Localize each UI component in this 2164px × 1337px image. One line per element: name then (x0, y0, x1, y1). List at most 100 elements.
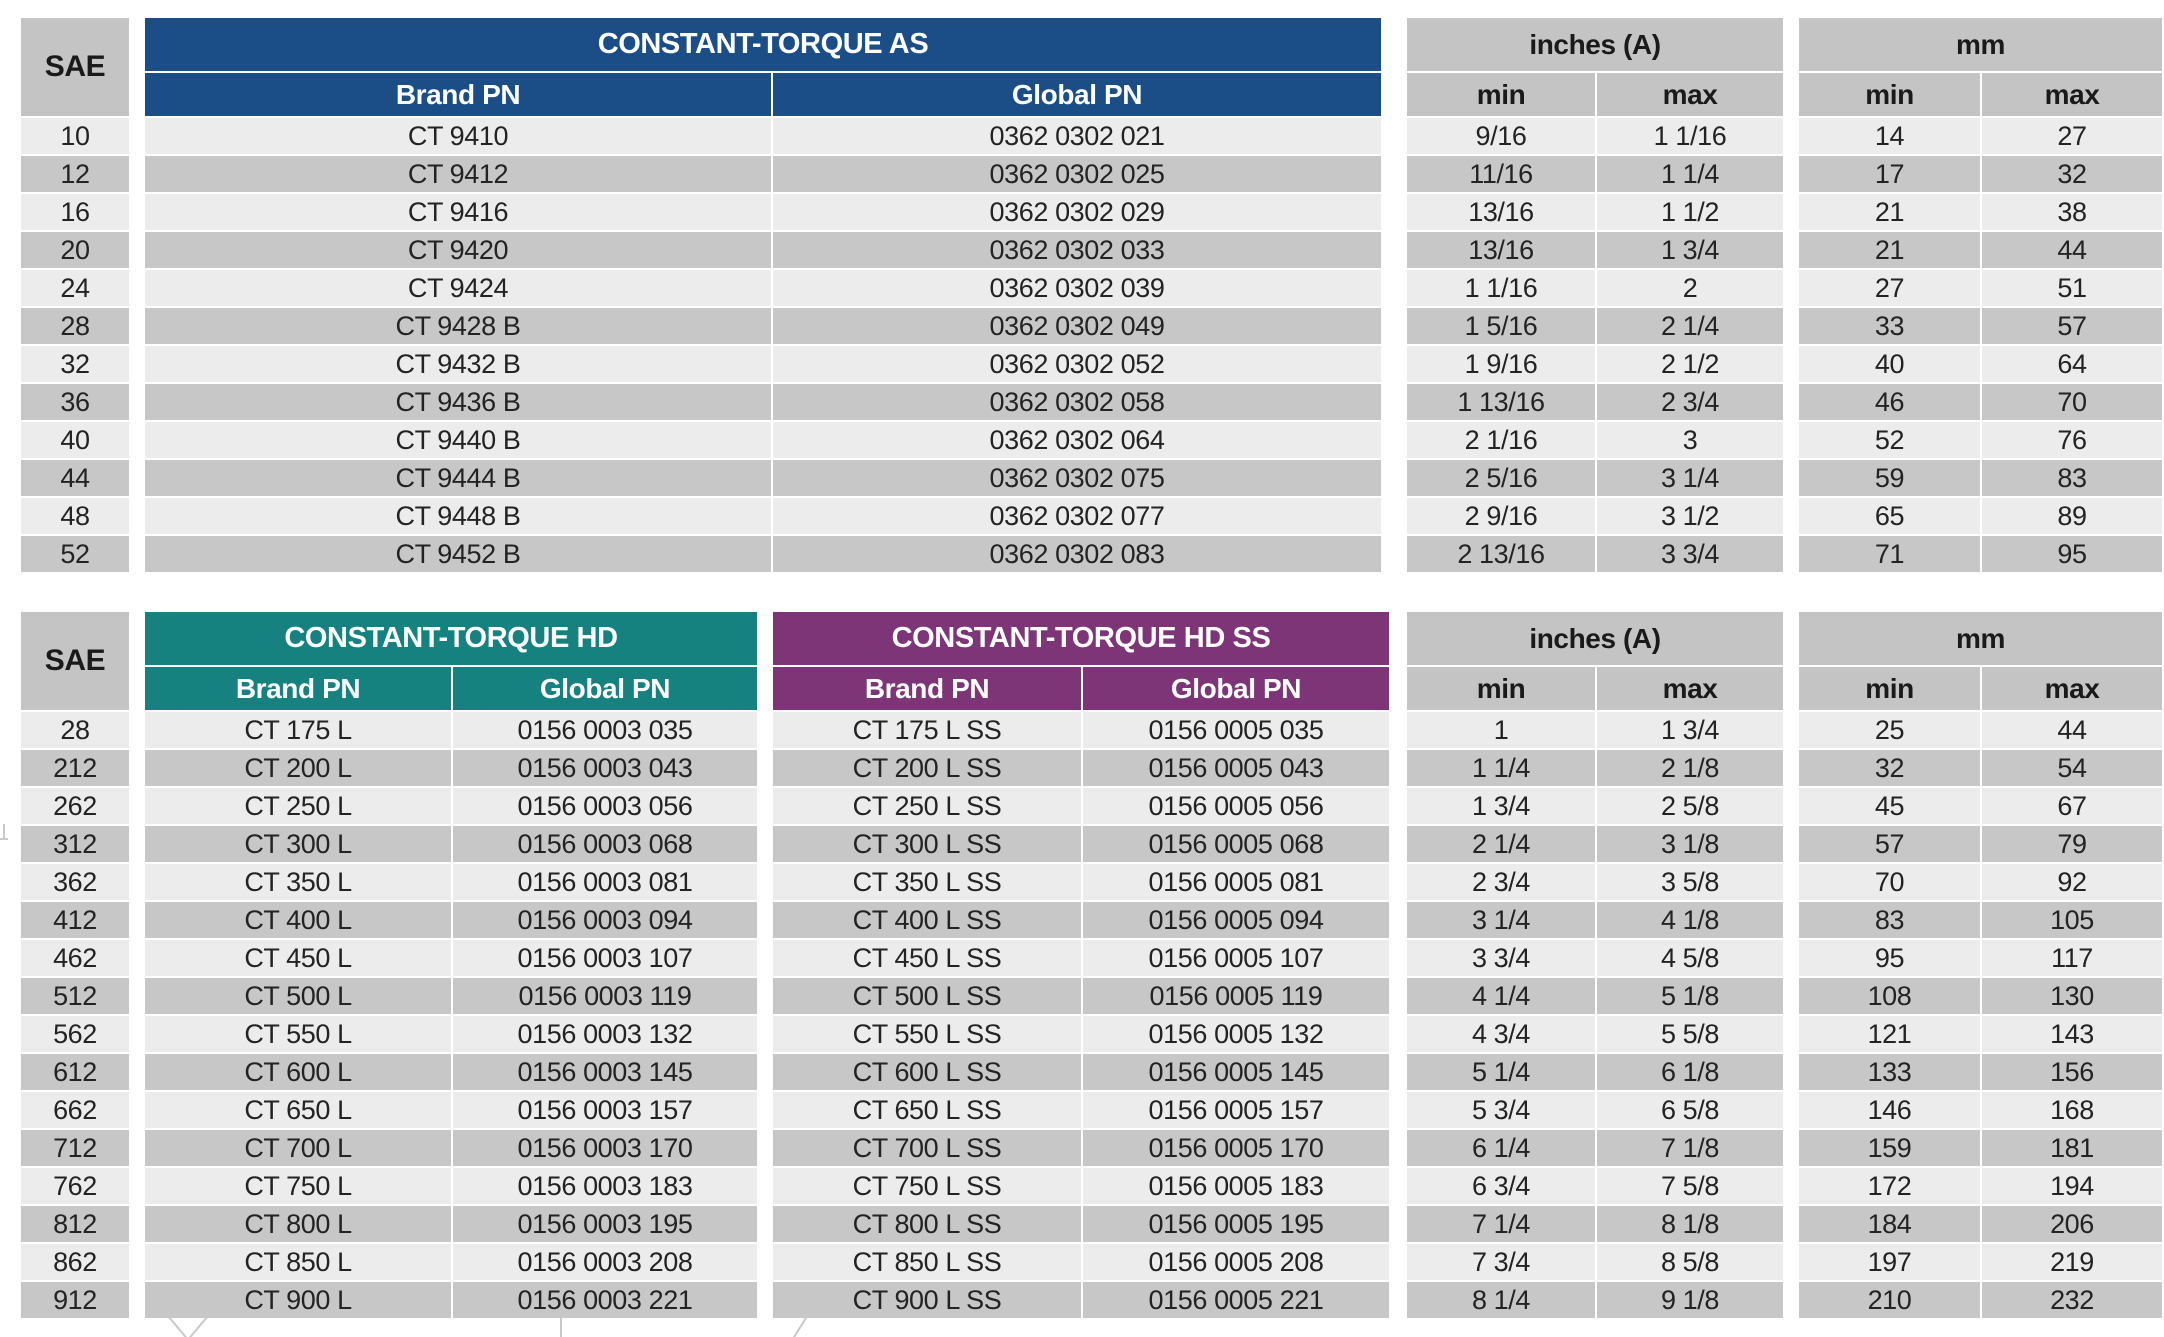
cell-in-max: 1 3/4 (1595, 710, 1785, 750)
table-row: 20 CT 9420 0362 0302 033 13/16 1 3/4 21 44 (19, 230, 2164, 270)
cell-sae: 762 (19, 1166, 131, 1206)
cell-in-min: 13/16 (1405, 192, 1597, 232)
cell-hd-global-pn: 0156 0003 145 (451, 1052, 759, 1092)
column-gap (1389, 1242, 1407, 1282)
cell-brand-pn: CT 9424 (143, 268, 773, 308)
table-row: 40 CT 9440 B 0362 0302 064 2 1/16 3 52 76 (19, 420, 2164, 460)
cell-in-max: 9 1/8 (1595, 1280, 1785, 1320)
cell-in-max: 3 3/4 (1595, 534, 1785, 574)
cell-in-min: 2 5/16 (1405, 458, 1597, 498)
table-row: 48 CT 9448 B 0362 0302 077 2 9/16 3 1/2 65 89 (19, 496, 2164, 536)
cell-ss-brand-pn: CT 250 L SS (771, 786, 1083, 826)
cell-mm-max: 44 (1980, 230, 2164, 270)
cell-in-min: 1 13/16 (1405, 382, 1597, 422)
cell-in-min: 2 1/4 (1405, 824, 1597, 864)
cell-mm-max: 54 (1980, 748, 2164, 788)
cell-hd-brand-pn: CT 175 L (143, 710, 453, 750)
cell-in-min: 2 3/4 (1405, 862, 1597, 902)
column-gap (1389, 748, 1407, 788)
column-gap (129, 16, 145, 118)
column-gap (1783, 610, 1799, 712)
cell-mm-min: 83 (1797, 900, 1982, 940)
cell-ss-global-pn: 0156 0005 208 (1081, 1242, 1391, 1282)
ss-brand-pn-header: Brand PN (771, 665, 1083, 712)
cell-in-min: 2 13/16 (1405, 534, 1597, 574)
column-gap (1381, 344, 1407, 384)
cell-ss-brand-pn: CT 400 L SS (771, 900, 1083, 940)
cell-ss-brand-pn: CT 175 L SS (771, 710, 1083, 750)
cell-in-max: 2 3/4 (1595, 382, 1785, 422)
constant-torque-hd-body: 28 CT 175 L 0156 0003 035 CT 175 L SS 0156 0… (19, 710, 2164, 1320)
column-gap (1783, 938, 1799, 978)
cell-hd-global-pn: 0156 0003 208 (451, 1242, 759, 1282)
table-header-row: SAE CONSTANT-TORQUE HD CONSTANT-TORQUE H… (19, 610, 2164, 712)
cell-hd-brand-pn: CT 600 L (143, 1052, 453, 1092)
cell-mm-min: 172 (1797, 1166, 1982, 1206)
cell-hd-brand-pn: CT 750 L (143, 1166, 453, 1206)
column-gap (129, 610, 145, 712)
cell-global-pn: 0362 0302 025 (771, 154, 1383, 194)
cell-brand-pn: CT 9410 (143, 116, 773, 156)
table-row: 812 CT 800 L 0156 0003 195 CT 800 L SS 0156 … (19, 1204, 2164, 1244)
cell-global-pn: 0362 0302 083 (771, 534, 1383, 574)
column-gap (757, 610, 773, 712)
cell-mm-min: 59 (1797, 458, 1982, 498)
column-gap (1783, 1166, 1799, 1206)
column-gap (757, 900, 773, 940)
cell-mm-min: 32 (1797, 748, 1982, 788)
cell-ss-brand-pn: CT 550 L SS (771, 1014, 1083, 1054)
mm-min-header: min (1797, 665, 1982, 712)
column-gap (1389, 1166, 1407, 1206)
cell-mm-max: 79 (1980, 824, 2164, 864)
column-gap (1389, 1280, 1407, 1320)
mm-min-header: min (1797, 71, 1982, 118)
cell-in-min: 1 1/4 (1405, 748, 1597, 788)
column-gap (129, 1280, 145, 1320)
cell-mm-max: 92 (1980, 862, 2164, 902)
table-row: 462 CT 450 L 0156 0003 107 CT 450 L SS 0156 … (19, 938, 2164, 978)
cell-mm-max: 51 (1980, 268, 2164, 308)
cell-brand-pn: CT 9444 B (143, 458, 773, 498)
cell-hd-global-pn: 0156 0003 221 (451, 1280, 759, 1320)
cell-ss-global-pn: 0156 0005 094 (1081, 900, 1391, 940)
cell-ss-global-pn: 0156 0005 081 (1081, 862, 1391, 902)
cell-in-max: 2 (1595, 268, 1785, 308)
cell-hd-global-pn: 0156 0003 081 (451, 862, 759, 902)
cell-sae: 662 (19, 1090, 131, 1130)
column-gap (1381, 420, 1407, 460)
cell-hd-brand-pn: CT 250 L (143, 786, 453, 826)
cell-mm-min: 121 (1797, 1014, 1982, 1054)
table-row: 32 CT 9432 B 0362 0302 052 1 9/16 2 1/2 40 64 (19, 344, 2164, 384)
cell-mm-min: 52 (1797, 420, 1982, 460)
cell-mm-max: 89 (1980, 496, 2164, 536)
cell-mm-min: 33 (1797, 306, 1982, 346)
cell-global-pn: 0362 0302 033 (771, 230, 1383, 270)
column-gap (757, 938, 773, 978)
cell-mm-max: 156 (1980, 1052, 2164, 1092)
column-gap (1783, 1280, 1799, 1320)
cell-in-min: 6 1/4 (1405, 1128, 1597, 1168)
cell-ss-brand-pn: CT 800 L SS (771, 1204, 1083, 1244)
column-gap (129, 154, 145, 194)
cell-in-max: 6 5/8 (1595, 1090, 1785, 1130)
column-gap (129, 458, 145, 498)
column-gap (129, 382, 145, 422)
column-gap (129, 1090, 145, 1130)
cell-hd-brand-pn: CT 450 L (143, 938, 453, 978)
cell-global-pn: 0362 0302 077 (771, 496, 1383, 536)
cell-in-max: 4 5/8 (1595, 938, 1785, 978)
column-gap (1783, 1242, 1799, 1282)
column-gap (757, 748, 773, 788)
hd-global-pn-header: Global PN (451, 665, 759, 712)
cell-mm-max: 67 (1980, 786, 2164, 826)
table-row: 712 CT 700 L 0156 0003 170 CT 700 L SS 0156 … (19, 1128, 2164, 1168)
inches-max-header: max (1595, 71, 1785, 118)
cell-mm-max: 83 (1980, 458, 2164, 498)
column-gap (1389, 610, 1407, 712)
mm-unit-header: mm (1797, 16, 2164, 73)
column-gap (1783, 1014, 1799, 1054)
column-gap (757, 1014, 773, 1054)
cell-mm-max: 32 (1980, 154, 2164, 194)
cell-sae: 36 (19, 382, 131, 422)
column-gap (129, 230, 145, 270)
